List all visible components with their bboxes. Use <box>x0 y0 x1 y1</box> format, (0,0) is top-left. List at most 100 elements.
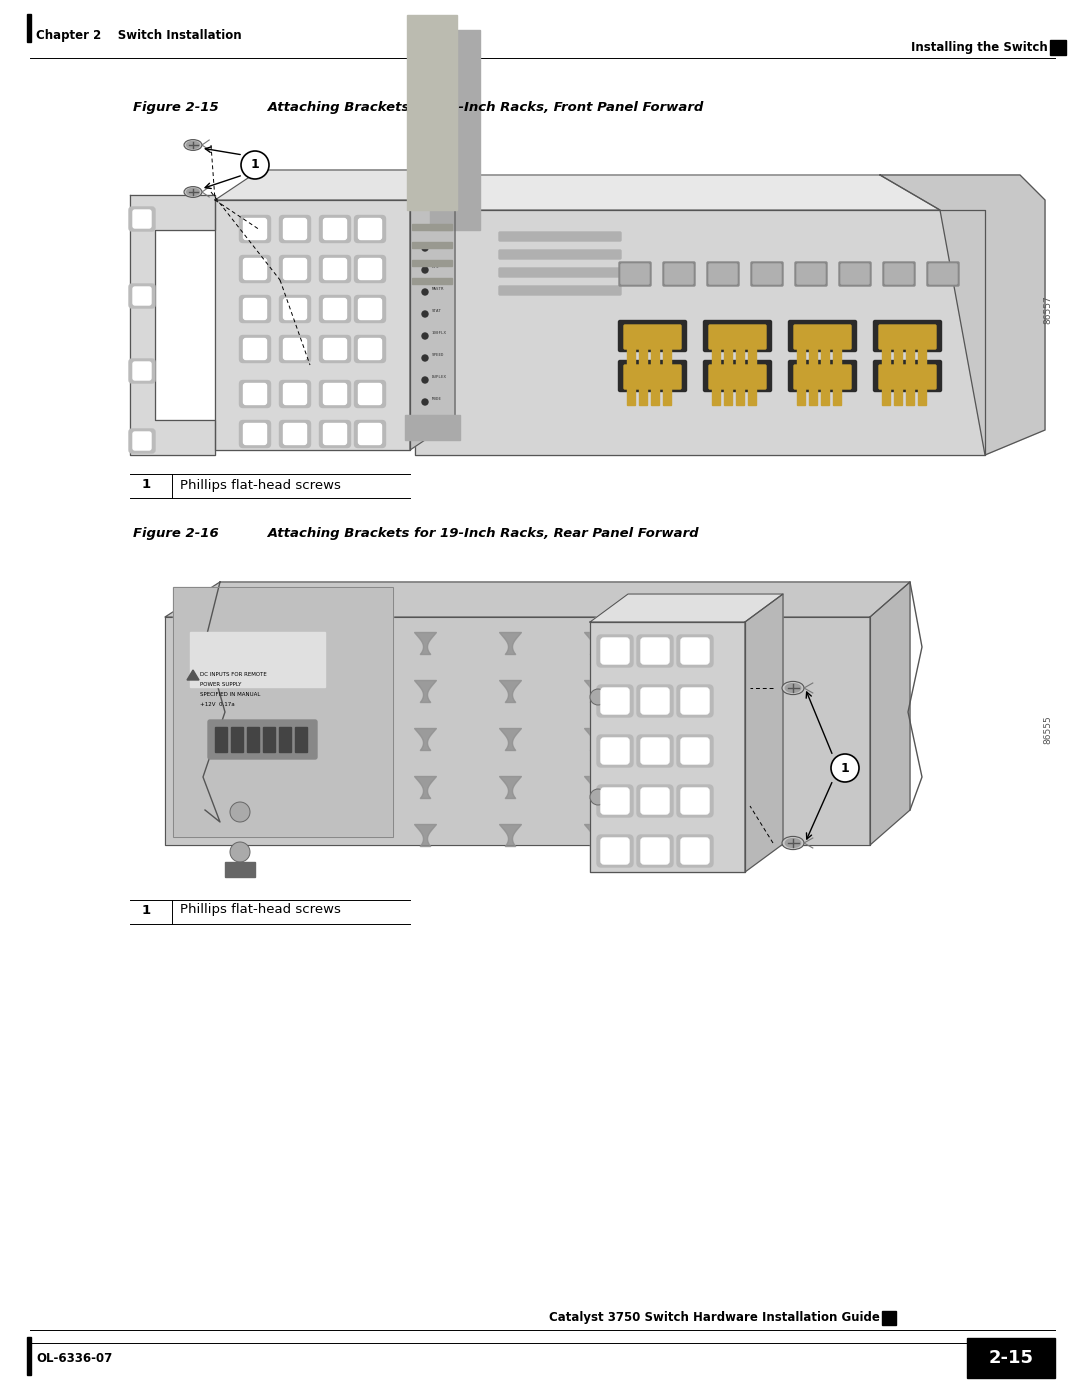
FancyBboxPatch shape <box>874 360 942 391</box>
Text: STAT: STAT <box>432 309 442 313</box>
FancyBboxPatch shape <box>283 218 307 239</box>
Ellipse shape <box>785 838 800 848</box>
Bar <box>173 587 393 837</box>
Circle shape <box>422 400 428 405</box>
Bar <box>225 862 255 877</box>
FancyBboxPatch shape <box>637 636 673 666</box>
FancyBboxPatch shape <box>359 423 381 444</box>
Bar <box>712 346 720 365</box>
FancyBboxPatch shape <box>751 263 783 286</box>
FancyBboxPatch shape <box>133 210 151 228</box>
Bar <box>712 387 720 405</box>
FancyBboxPatch shape <box>637 785 673 817</box>
Circle shape <box>590 789 606 805</box>
Text: DC INPUTS FOR REMOTE: DC INPUTS FOR REMOTE <box>200 672 267 678</box>
FancyBboxPatch shape <box>240 420 270 447</box>
FancyBboxPatch shape <box>133 432 151 450</box>
Bar <box>639 346 647 365</box>
Polygon shape <box>215 170 455 200</box>
Polygon shape <box>415 175 940 210</box>
FancyBboxPatch shape <box>243 338 267 359</box>
Bar <box>627 387 635 405</box>
Ellipse shape <box>187 141 200 148</box>
FancyBboxPatch shape <box>677 735 713 767</box>
Polygon shape <box>590 622 745 872</box>
FancyBboxPatch shape <box>320 420 351 447</box>
Circle shape <box>230 842 249 862</box>
Bar <box>967 1338 1055 1377</box>
Bar <box>894 387 902 405</box>
Circle shape <box>590 689 606 705</box>
FancyBboxPatch shape <box>240 335 270 362</box>
FancyBboxPatch shape <box>929 264 957 284</box>
FancyBboxPatch shape <box>597 636 633 666</box>
Text: Figure 2-16: Figure 2-16 <box>133 527 219 539</box>
FancyBboxPatch shape <box>637 735 673 767</box>
FancyBboxPatch shape <box>129 284 156 307</box>
FancyBboxPatch shape <box>208 719 318 759</box>
Bar <box>797 387 805 405</box>
Circle shape <box>422 355 428 360</box>
Bar <box>231 726 243 752</box>
Text: RPS: RPS <box>432 265 440 270</box>
Text: POWER SUPPLY: POWER SUPPLY <box>200 682 241 687</box>
Polygon shape <box>870 583 910 845</box>
Bar <box>833 387 841 405</box>
FancyBboxPatch shape <box>677 835 713 868</box>
FancyBboxPatch shape <box>354 296 386 323</box>
Text: Catalyst 3750 Switch Hardware Installation Guide: Catalyst 3750 Switch Hardware Installati… <box>549 1312 880 1324</box>
FancyBboxPatch shape <box>879 326 936 349</box>
FancyBboxPatch shape <box>927 263 959 286</box>
FancyBboxPatch shape <box>324 218 347 239</box>
Text: SPEED: SPEED <box>432 353 445 358</box>
Bar <box>411 224 453 231</box>
FancyBboxPatch shape <box>133 286 151 305</box>
FancyBboxPatch shape <box>129 207 156 231</box>
FancyBboxPatch shape <box>283 299 307 320</box>
FancyBboxPatch shape <box>619 360 687 391</box>
Bar <box>918 387 926 405</box>
Bar <box>27 1337 30 1375</box>
Bar <box>173 587 393 837</box>
FancyBboxPatch shape <box>280 256 311 282</box>
FancyBboxPatch shape <box>597 685 633 717</box>
Circle shape <box>422 377 428 383</box>
Ellipse shape <box>782 682 804 694</box>
FancyBboxPatch shape <box>354 215 386 243</box>
Polygon shape <box>165 583 910 617</box>
FancyBboxPatch shape <box>642 687 669 714</box>
Bar <box>1050 41 1066 54</box>
Bar <box>264 726 275 752</box>
FancyBboxPatch shape <box>642 788 669 814</box>
Text: MASTR: MASTR <box>432 286 445 291</box>
Text: 100FLX: 100FLX <box>432 331 447 335</box>
FancyBboxPatch shape <box>600 838 629 863</box>
FancyBboxPatch shape <box>874 320 942 352</box>
Text: +12V  0.17a: +12V 0.17a <box>200 703 234 707</box>
Ellipse shape <box>184 187 202 197</box>
Bar <box>651 346 659 365</box>
Polygon shape <box>410 170 455 450</box>
FancyBboxPatch shape <box>320 256 351 282</box>
FancyBboxPatch shape <box>359 299 381 320</box>
FancyBboxPatch shape <box>324 338 347 359</box>
Bar <box>809 387 816 405</box>
Ellipse shape <box>785 683 800 693</box>
FancyBboxPatch shape <box>354 256 386 282</box>
FancyBboxPatch shape <box>280 296 311 323</box>
FancyBboxPatch shape <box>499 268 621 277</box>
Text: SYST: SYST <box>432 243 442 247</box>
Polygon shape <box>165 617 870 845</box>
FancyBboxPatch shape <box>703 320 771 352</box>
FancyBboxPatch shape <box>681 738 708 764</box>
FancyBboxPatch shape <box>708 365 766 388</box>
FancyBboxPatch shape <box>642 638 669 664</box>
Polygon shape <box>745 594 783 872</box>
FancyBboxPatch shape <box>129 359 156 383</box>
FancyBboxPatch shape <box>240 256 270 282</box>
FancyBboxPatch shape <box>681 838 708 863</box>
FancyBboxPatch shape <box>283 338 307 359</box>
FancyBboxPatch shape <box>283 258 307 279</box>
Text: Figure 2-15: Figure 2-15 <box>133 102 219 115</box>
Bar <box>627 346 635 365</box>
